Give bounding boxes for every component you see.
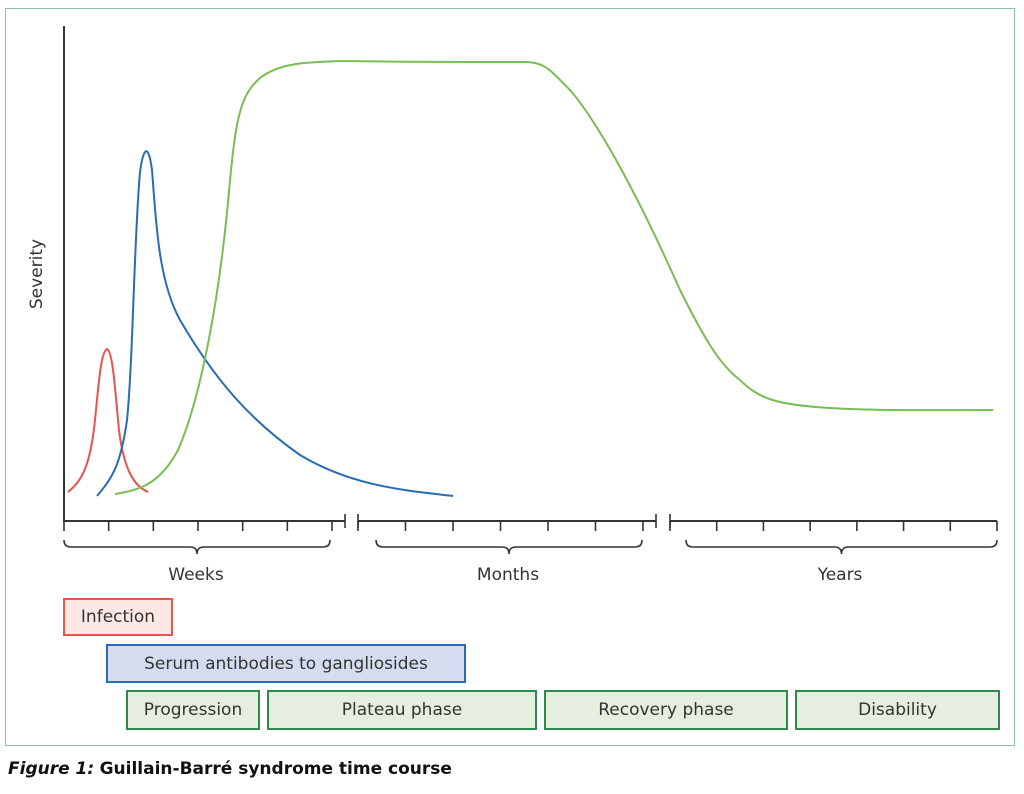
scale-label-years: Years bbox=[817, 565, 863, 585]
figure-caption: Figure 1: Guillain-Barré syndrome time c… bbox=[8, 759, 452, 779]
time-scale-brace bbox=[685, 539, 998, 555]
antibody-curve bbox=[96, 150, 454, 497]
scale-label-months: Months bbox=[477, 565, 539, 585]
phase-recovery: Recovery phase bbox=[544, 690, 788, 730]
time-scale-braces bbox=[63, 539, 998, 555]
figure-frame bbox=[5, 8, 1015, 746]
phase-serum-antibodies: Serum antibodies to gangliosides bbox=[106, 644, 466, 683]
disease-severity-curve bbox=[114, 59, 994, 495]
figure-title: Guillain-Barré syndrome time course bbox=[99, 759, 452, 779]
phase-progression: Progression bbox=[126, 690, 260, 730]
time-course-diagram: Severity Weeks Months Years bbox=[27, 26, 998, 585]
time-scale-brace bbox=[63, 539, 331, 555]
x-axis-ticks bbox=[63, 514, 998, 531]
phase-infection: Infection bbox=[63, 598, 173, 636]
figure-number: Figure 1: bbox=[8, 759, 95, 779]
time-scale-brace bbox=[375, 539, 643, 555]
phase-disability: Disability bbox=[795, 690, 1000, 730]
infection-curve bbox=[67, 347, 149, 493]
scale-label-weeks: Weeks bbox=[168, 565, 224, 585]
phase-plateau: Plateau phase bbox=[267, 690, 537, 730]
y-axis-label: Severity bbox=[27, 239, 47, 309]
